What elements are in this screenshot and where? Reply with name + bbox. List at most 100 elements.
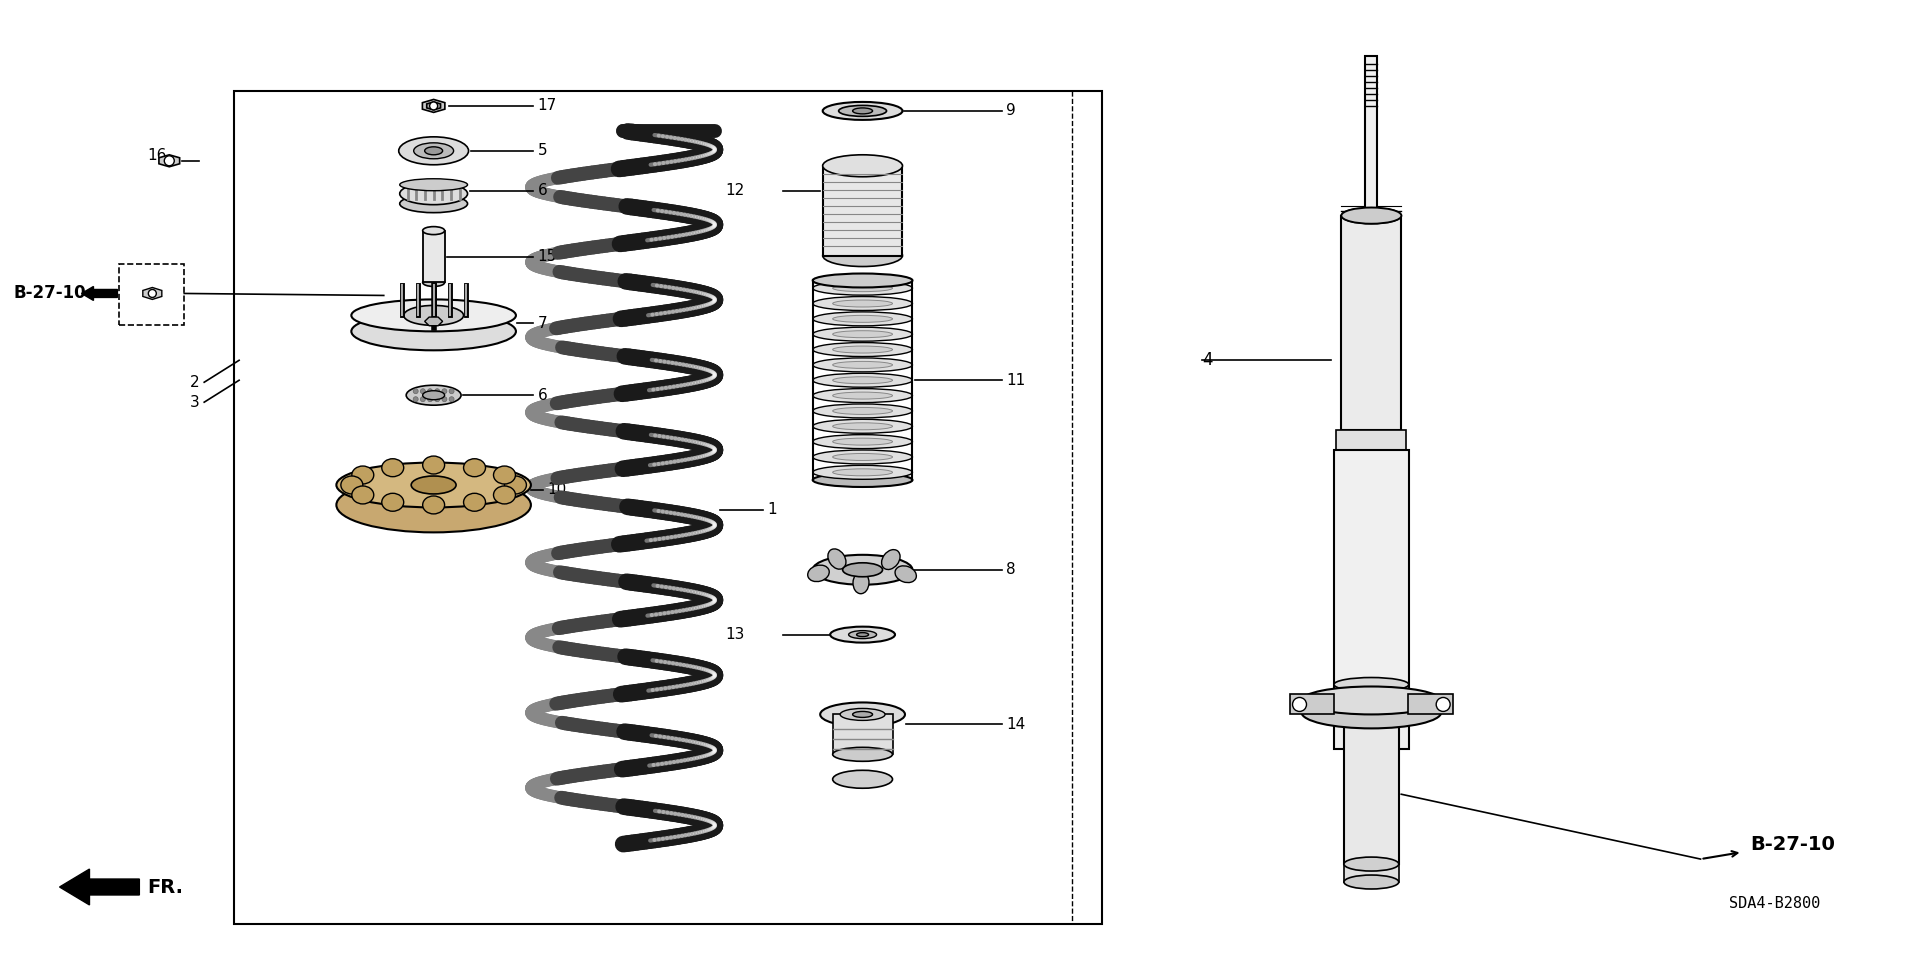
Ellipse shape bbox=[1302, 696, 1442, 729]
Ellipse shape bbox=[812, 435, 912, 448]
Text: 1: 1 bbox=[766, 502, 776, 517]
Ellipse shape bbox=[812, 473, 912, 487]
Ellipse shape bbox=[351, 300, 516, 331]
Polygon shape bbox=[142, 287, 161, 300]
Ellipse shape bbox=[833, 300, 893, 307]
Polygon shape bbox=[1290, 694, 1334, 714]
Ellipse shape bbox=[1342, 207, 1402, 224]
Ellipse shape bbox=[1302, 686, 1442, 714]
Circle shape bbox=[420, 389, 426, 394]
Ellipse shape bbox=[812, 555, 912, 585]
Text: B-27-10: B-27-10 bbox=[1751, 834, 1836, 853]
Ellipse shape bbox=[833, 422, 893, 430]
Ellipse shape bbox=[812, 358, 912, 372]
Text: 8: 8 bbox=[1006, 563, 1016, 577]
Ellipse shape bbox=[812, 373, 912, 387]
Circle shape bbox=[148, 290, 156, 298]
Ellipse shape bbox=[399, 137, 468, 165]
Text: 11: 11 bbox=[1006, 372, 1025, 388]
Text: SDA4-B2800: SDA4-B2800 bbox=[1730, 897, 1820, 911]
Text: 2: 2 bbox=[190, 374, 200, 390]
Ellipse shape bbox=[839, 106, 887, 116]
Ellipse shape bbox=[812, 450, 912, 464]
Ellipse shape bbox=[881, 550, 900, 569]
Ellipse shape bbox=[833, 376, 893, 384]
Ellipse shape bbox=[822, 102, 902, 120]
Ellipse shape bbox=[833, 346, 893, 353]
Ellipse shape bbox=[808, 565, 829, 582]
Bar bbox=[119, 264, 184, 325]
Ellipse shape bbox=[820, 703, 904, 727]
Ellipse shape bbox=[407, 385, 461, 405]
Polygon shape bbox=[426, 102, 440, 109]
Ellipse shape bbox=[833, 285, 893, 292]
Ellipse shape bbox=[382, 493, 403, 512]
Polygon shape bbox=[424, 317, 444, 325]
Ellipse shape bbox=[1334, 698, 1409, 711]
Ellipse shape bbox=[852, 108, 872, 114]
Bar bbox=[1334, 450, 1409, 750]
Circle shape bbox=[434, 396, 440, 401]
Ellipse shape bbox=[422, 278, 445, 286]
Ellipse shape bbox=[463, 493, 486, 512]
Ellipse shape bbox=[856, 633, 868, 636]
Text: 15: 15 bbox=[538, 249, 557, 264]
Ellipse shape bbox=[422, 496, 445, 514]
Polygon shape bbox=[1407, 694, 1453, 714]
Ellipse shape bbox=[812, 327, 912, 341]
Bar bbox=[1344, 864, 1400, 882]
Circle shape bbox=[449, 396, 455, 401]
Ellipse shape bbox=[822, 155, 902, 177]
Ellipse shape bbox=[833, 770, 893, 788]
Ellipse shape bbox=[342, 476, 363, 494]
Text: 14: 14 bbox=[1006, 717, 1025, 732]
Ellipse shape bbox=[505, 476, 526, 494]
Text: 5: 5 bbox=[538, 143, 547, 158]
Bar bbox=[1342, 216, 1402, 430]
Ellipse shape bbox=[852, 572, 870, 593]
Ellipse shape bbox=[812, 274, 912, 287]
Ellipse shape bbox=[833, 392, 893, 399]
Bar bbox=[833, 714, 893, 755]
Text: 13: 13 bbox=[726, 627, 745, 642]
Circle shape bbox=[449, 389, 455, 394]
Text: 7: 7 bbox=[538, 316, 547, 331]
Circle shape bbox=[1436, 698, 1450, 711]
Ellipse shape bbox=[493, 466, 515, 484]
Ellipse shape bbox=[812, 420, 912, 433]
Ellipse shape bbox=[399, 195, 468, 213]
Text: FR.: FR. bbox=[148, 877, 182, 897]
Circle shape bbox=[420, 396, 426, 401]
Circle shape bbox=[428, 396, 432, 401]
Circle shape bbox=[442, 396, 447, 401]
Text: 17: 17 bbox=[538, 99, 557, 113]
Ellipse shape bbox=[828, 549, 847, 569]
Text: 6: 6 bbox=[538, 183, 547, 198]
Ellipse shape bbox=[351, 466, 374, 484]
Ellipse shape bbox=[411, 476, 457, 494]
Ellipse shape bbox=[336, 477, 532, 533]
FancyArrow shape bbox=[81, 286, 117, 300]
Circle shape bbox=[165, 156, 175, 166]
Ellipse shape bbox=[463, 459, 486, 477]
Ellipse shape bbox=[833, 330, 893, 338]
Circle shape bbox=[430, 102, 438, 109]
Ellipse shape bbox=[833, 438, 893, 445]
Text: 12: 12 bbox=[726, 183, 745, 198]
Ellipse shape bbox=[422, 227, 445, 234]
Text: 16: 16 bbox=[148, 148, 167, 163]
Ellipse shape bbox=[841, 708, 885, 720]
Ellipse shape bbox=[843, 563, 883, 577]
Ellipse shape bbox=[1344, 857, 1400, 871]
Polygon shape bbox=[422, 100, 445, 112]
Circle shape bbox=[428, 389, 432, 394]
Ellipse shape bbox=[812, 466, 912, 479]
Bar bbox=[422, 230, 445, 282]
Ellipse shape bbox=[424, 147, 444, 155]
Text: 10: 10 bbox=[547, 483, 566, 497]
Ellipse shape bbox=[399, 182, 468, 204]
Bar bbox=[822, 166, 902, 255]
Ellipse shape bbox=[829, 627, 895, 642]
Ellipse shape bbox=[812, 389, 912, 402]
Bar bbox=[1344, 725, 1400, 864]
